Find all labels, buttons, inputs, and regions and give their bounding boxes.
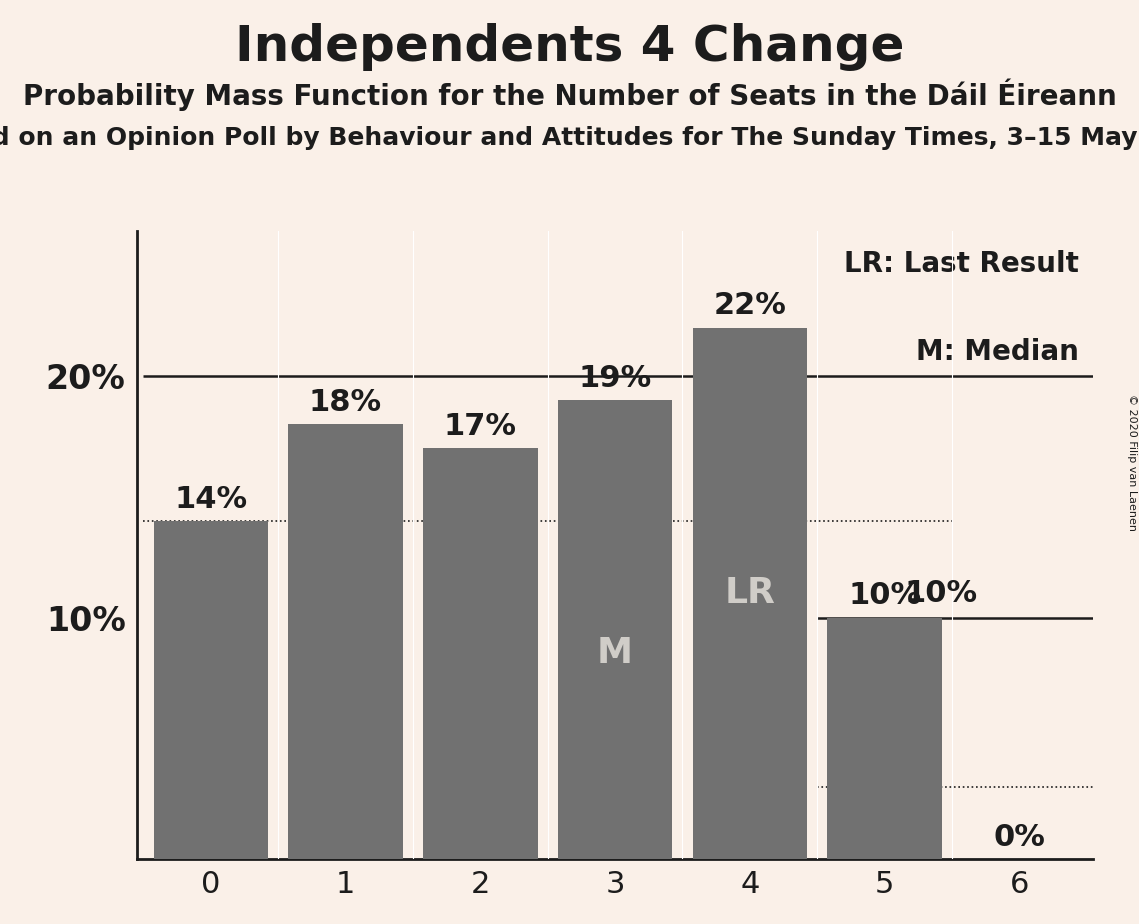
Text: © 2020 Filip van Laenen: © 2020 Filip van Laenen [1126,394,1137,530]
Bar [423,448,538,859]
Text: Based on an Opinion Poll by Behaviour and Attitudes for The Sunday Times, 3–15 M: Based on an Opinion Poll by Behaviour an… [0,126,1139,150]
Text: LR: Last Result: LR: Last Result [844,249,1079,278]
Text: 10%: 10% [904,579,978,608]
Text: Probability Mass Function for the Number of Seats in the Dáil Éireann: Probability Mass Function for the Number… [23,79,1116,111]
Text: 10%: 10% [849,581,921,611]
Bar [827,617,942,859]
Bar [558,400,672,859]
Text: LR: LR [724,577,776,611]
Bar [154,521,268,859]
Text: 0%: 0% [993,823,1046,852]
Bar [693,328,808,859]
Text: M: Median: M: Median [916,338,1079,366]
Text: 19%: 19% [579,364,652,393]
Bar [288,424,403,859]
Text: Independents 4 Change: Independents 4 Change [235,23,904,71]
Text: 18%: 18% [309,388,382,417]
Text: 14%: 14% [174,485,247,514]
Text: 17%: 17% [444,412,517,442]
Text: 22%: 22% [713,291,786,321]
Text: M: M [597,636,633,670]
